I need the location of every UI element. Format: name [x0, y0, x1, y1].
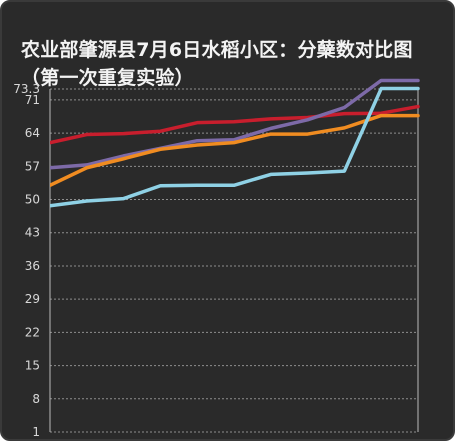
chart-panel: 农业部肇源县7月6日水稻小区：分蘖数对比图（第一次重复实验） 1 8 15 22 29 3…	[0, 0, 455, 441]
series-line-1	[50, 104, 420, 145]
series-line-3	[50, 113, 420, 188]
series-line-4	[50, 86, 420, 208]
y-tick-label: 64	[25, 126, 40, 140]
chart-title: 农业部肇源县7月6日水稻小区：分蘖数对比图（第一次重复实验）	[21, 39, 413, 89]
y-tick-label: 57	[25, 159, 40, 173]
y-tick-label: 8	[32, 392, 40, 406]
y-tick-label: 1	[32, 425, 40, 439]
y-tick-label: 15	[25, 359, 40, 373]
y-tick-label: 36	[25, 259, 40, 273]
series-line-2	[50, 78, 420, 170]
y-tick-label: 71	[25, 93, 40, 107]
y-tick-label: 73.3	[13, 82, 40, 96]
y-tick-label: 29	[25, 292, 40, 306]
y-tick-label: 22	[25, 325, 40, 339]
y-tick-label: 43	[25, 226, 40, 240]
y-tick-label: 50	[25, 193, 40, 207]
